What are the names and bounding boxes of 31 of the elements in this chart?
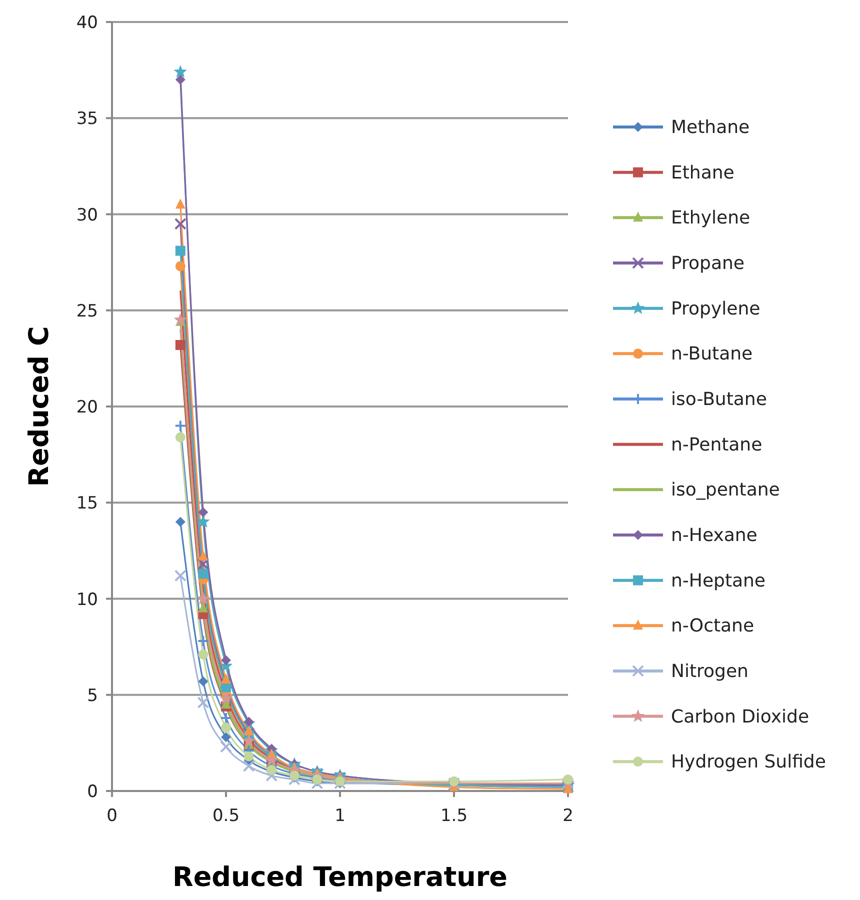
legend-label: Carbon Dioxide	[671, 706, 810, 728]
legend-label: n-Heptane	[671, 570, 766, 592]
x-tick-label: 1.5	[440, 806, 468, 826]
legend-label: Ethane	[671, 162, 734, 184]
legend-label: n-Octane	[671, 616, 754, 637]
legend-label: Nitrogen	[671, 660, 748, 682]
y-tick-label: 40	[76, 13, 98, 33]
legend-label: Hydrogen Sulfide	[671, 752, 826, 773]
x-axis-title: Reduced Temperature	[172, 862, 508, 893]
legend-label: Methane	[671, 117, 750, 138]
x-tick-label: 2	[562, 806, 574, 826]
y-tick-label: 30	[76, 205, 98, 226]
legend-label: Ethylene	[671, 208, 750, 229]
legend-label: n-Butane	[671, 344, 753, 365]
y-tick-label: 15	[76, 494, 98, 514]
legend-label: iso-Butane	[671, 388, 767, 410]
y-axis-title: Reduced C	[24, 326, 55, 487]
legend-label: n-Hexane	[671, 524, 758, 546]
legend-label: iso_pentane	[671, 480, 780, 501]
y-tick-label: 20	[76, 398, 98, 418]
legend-label: n-Pentane	[671, 434, 762, 456]
y-tick-label: 0	[87, 782, 98, 802]
legend-label: Propylene	[671, 298, 760, 320]
y-tick-label: 5	[87, 686, 98, 706]
x-tick-label: 0.5	[212, 806, 240, 826]
x-tick-label: 0	[106, 806, 118, 826]
x-tick-label: 1	[334, 806, 346, 826]
y-tick-label: 10	[76, 590, 98, 610]
y-tick-label: 25	[76, 301, 98, 322]
legend-label: Propane	[671, 252, 744, 274]
y-tick-label: 35	[76, 109, 98, 130]
